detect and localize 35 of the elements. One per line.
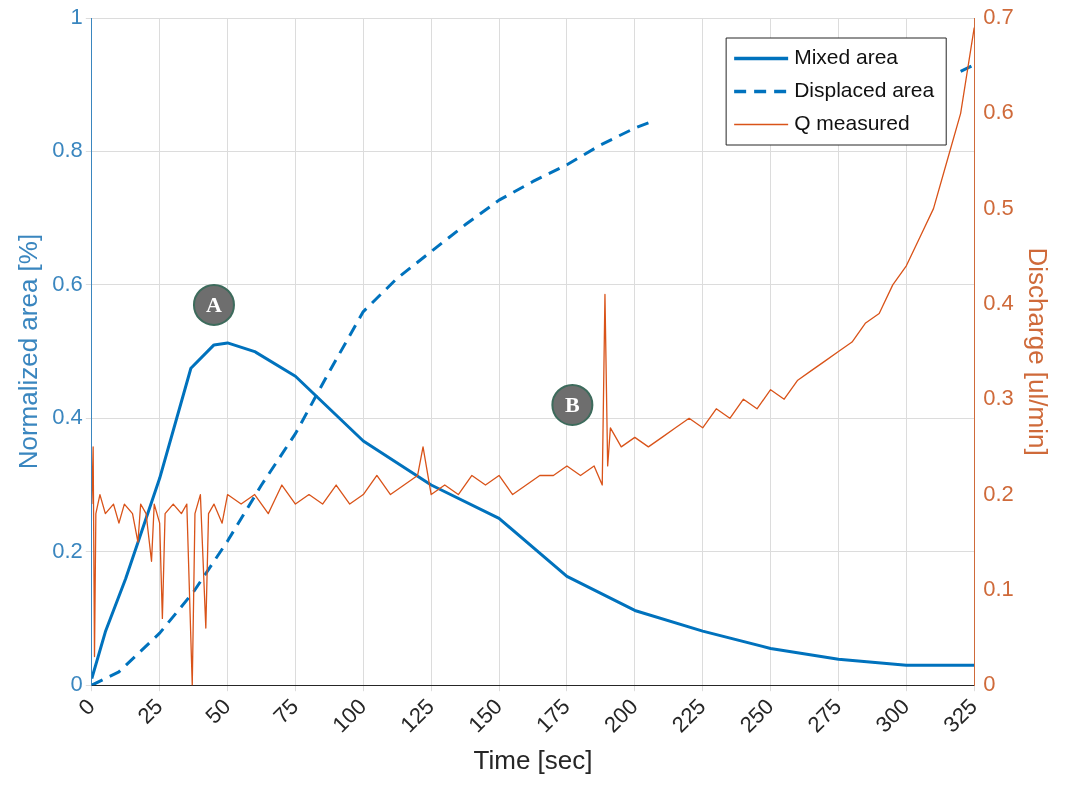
y2-tick-label: 0 [983,671,996,697]
y-tick-label: 0.6 [52,270,83,296]
x-axis-title: Time [sec] [473,744,593,775]
y2-tick-label: 0.1 [983,575,1014,601]
x-tick-label: 175 [531,693,575,738]
y-axis-title: Normalized area [%] [12,233,43,470]
y-tick-label: 0.2 [52,537,83,563]
x-tick-label: 225 [666,693,711,738]
y-tick-label: 1 [70,4,83,30]
x-tick-label: 200 [599,693,643,738]
x-tick-label: 75 [268,693,304,729]
x-tick-label: 150 [463,693,507,738]
y2-tick-label: 0.4 [983,290,1014,315]
annotation: A [206,291,223,317]
annotation: B [565,391,581,417]
y2-axis-title: Discharge [ul/min] [1023,247,1054,456]
y-tick-label: 0.8 [52,137,83,163]
y-tick-label: 0 [70,671,83,697]
x-tick-label: 275 [802,693,847,738]
x-tick-label: 325 [938,693,983,738]
y2-tick-label: 0.7 [983,4,1014,30]
x-tick-label: 125 [395,693,439,738]
legend-label: Q measured [794,111,910,135]
y2-tick-label: 0.5 [983,194,1014,220]
y-tick-label: 0.4 [52,404,83,430]
y2-tick-label: 0.3 [983,385,1014,411]
y2-tick-label: 0.2 [983,480,1014,506]
legend-label: Mixed area [794,45,899,69]
x-tick-label: 250 [734,693,779,738]
x-tick-label: 25 [132,693,168,729]
x-tick-label: 50 [200,693,236,729]
legend-label: Displaced area [794,78,935,102]
x-tick-label: 300 [870,693,915,738]
y2-tick-label: 0.6 [983,99,1014,125]
x-tick-label: 100 [327,693,372,738]
